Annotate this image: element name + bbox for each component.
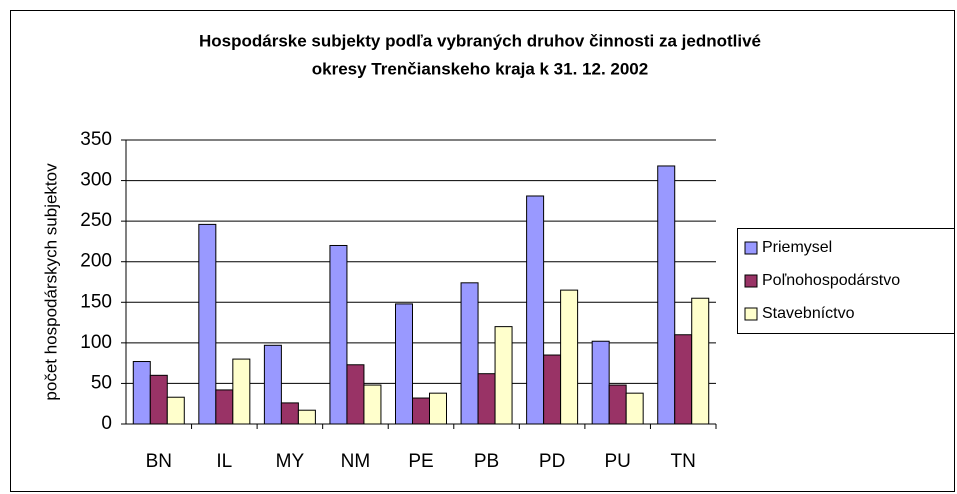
legend-swatch <box>744 307 758 321</box>
bar <box>460 282 479 425</box>
bar <box>691 297 710 425</box>
y-tick-label: 0 <box>101 413 112 434</box>
bar <box>198 223 217 425</box>
bar <box>215 389 234 425</box>
legend-label: Priemysel <box>762 239 832 256</box>
bar <box>132 361 151 425</box>
bar <box>149 374 168 425</box>
x-tick-label: PU <box>604 451 630 472</box>
bar <box>363 384 382 425</box>
x-tick-label: IL <box>216 451 232 472</box>
bar <box>297 409 316 425</box>
bar <box>591 340 610 425</box>
bar <box>625 392 644 425</box>
bar <box>263 344 282 425</box>
x-tick-label: PD <box>539 451 565 472</box>
bar <box>674 334 693 425</box>
bar <box>494 326 513 425</box>
legend-label: Stavebníctvo <box>762 305 855 322</box>
x-tick-label: MY <box>276 451 305 472</box>
bar <box>329 244 348 425</box>
x-tick-label: TN <box>671 451 696 472</box>
legend-swatch <box>744 274 758 288</box>
x-tick-label: PE <box>408 451 433 472</box>
chart-title: Hospodárske subjekty podľa vybraných dru… <box>199 31 761 50</box>
bar <box>395 303 413 425</box>
bar <box>543 354 562 425</box>
x-tick-label: BN <box>146 451 172 472</box>
bar <box>526 195 545 425</box>
x-tick-label: NM <box>341 451 371 472</box>
bar <box>412 397 430 425</box>
y-tick-label: 50 <box>91 372 112 393</box>
y-axis-label: počet hospodárskych subjektov <box>41 163 60 401</box>
bar <box>280 402 299 425</box>
y-tick-label: 300 <box>80 170 112 191</box>
y-tick-label: 200 <box>80 251 112 272</box>
y-tick-label: 100 <box>80 332 112 353</box>
x-tick-label: PB <box>474 451 499 472</box>
legend-label: Poľnohospodárstvo <box>762 272 900 289</box>
bar <box>657 165 676 425</box>
y-tick-label: 250 <box>80 210 112 231</box>
bar <box>429 392 447 425</box>
bar <box>166 396 185 425</box>
bar <box>560 289 579 425</box>
y-tick-label: 350 <box>80 129 112 150</box>
bar <box>232 358 251 425</box>
legend-box <box>737 228 955 334</box>
bar <box>477 373 496 425</box>
bar <box>346 364 365 425</box>
y-tick-label: 150 <box>80 291 112 312</box>
chart-title: okresy Trenčianskeho kraja k 31. 12. 200… <box>312 59 648 78</box>
bar <box>608 384 627 425</box>
legend-swatch <box>744 241 758 255</box>
